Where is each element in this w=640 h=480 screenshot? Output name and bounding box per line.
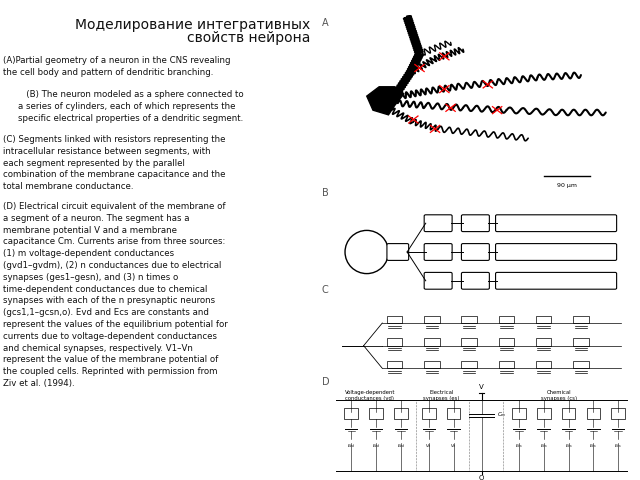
Text: (B) The neuron modeled as a sphere connected to
a series of cylinders, each of w: (B) The neuron modeled as a sphere conne…: [18, 90, 244, 122]
Text: O: O: [479, 475, 484, 480]
Text: Chemical
synapses (cs): Chemical synapses (cs): [541, 390, 577, 401]
FancyBboxPatch shape: [495, 244, 616, 260]
FancyBboxPatch shape: [387, 315, 403, 323]
FancyBboxPatch shape: [512, 408, 525, 420]
FancyBboxPatch shape: [499, 315, 514, 323]
Text: свойств нейрона: свойств нейрона: [187, 31, 310, 45]
Text: $E_{vd}$: $E_{vd}$: [397, 442, 405, 450]
FancyBboxPatch shape: [495, 273, 616, 289]
Text: $E_{vd}$: $E_{vd}$: [347, 442, 356, 450]
FancyBboxPatch shape: [424, 315, 440, 323]
FancyBboxPatch shape: [424, 361, 440, 368]
Text: Voltage-dependent
conductances (vd): Voltage-dependent conductances (vd): [344, 390, 395, 401]
FancyBboxPatch shape: [537, 408, 550, 420]
FancyBboxPatch shape: [424, 273, 452, 289]
Text: $E_{cs}$: $E_{cs}$: [589, 442, 597, 450]
FancyBboxPatch shape: [461, 338, 477, 346]
FancyBboxPatch shape: [369, 408, 383, 420]
FancyBboxPatch shape: [461, 315, 477, 323]
Text: D: D: [322, 377, 330, 387]
FancyBboxPatch shape: [573, 315, 589, 323]
FancyBboxPatch shape: [586, 408, 600, 420]
Text: Моделирование интегративных: Моделирование интегративных: [75, 18, 310, 32]
FancyBboxPatch shape: [499, 338, 514, 346]
FancyBboxPatch shape: [499, 361, 514, 368]
Text: $V_n$: $V_n$: [451, 442, 457, 450]
Polygon shape: [367, 87, 404, 115]
FancyBboxPatch shape: [562, 408, 575, 420]
Text: A: A: [322, 18, 328, 28]
Text: $E_{cs}$: $E_{cs}$: [564, 442, 573, 450]
Text: Electrical
synapses (es): Electrical synapses (es): [423, 390, 460, 401]
FancyBboxPatch shape: [424, 338, 440, 346]
FancyBboxPatch shape: [447, 408, 461, 420]
FancyBboxPatch shape: [461, 273, 490, 289]
Text: $V_n$: $V_n$: [426, 442, 432, 450]
Text: 90 µm: 90 µm: [557, 183, 577, 188]
Text: $E_{vd}$: $E_{vd}$: [372, 442, 380, 450]
FancyBboxPatch shape: [536, 338, 552, 346]
Text: C: C: [322, 285, 329, 295]
FancyBboxPatch shape: [387, 361, 403, 368]
FancyBboxPatch shape: [387, 338, 403, 346]
FancyBboxPatch shape: [611, 408, 625, 420]
FancyBboxPatch shape: [461, 361, 477, 368]
FancyBboxPatch shape: [424, 215, 452, 232]
FancyBboxPatch shape: [424, 244, 452, 260]
FancyBboxPatch shape: [573, 361, 589, 368]
FancyBboxPatch shape: [536, 315, 552, 323]
FancyBboxPatch shape: [573, 338, 589, 346]
Text: B: B: [322, 188, 329, 198]
Text: V: V: [479, 384, 484, 390]
FancyBboxPatch shape: [344, 408, 358, 420]
Text: (C) Segments linked with resistors representing the
intracellular resistance bet: (C) Segments linked with resistors repre…: [3, 135, 225, 191]
FancyBboxPatch shape: [422, 408, 436, 420]
FancyBboxPatch shape: [461, 215, 490, 232]
FancyBboxPatch shape: [495, 215, 616, 232]
FancyBboxPatch shape: [387, 244, 409, 260]
FancyBboxPatch shape: [394, 408, 408, 420]
Text: $C_m$: $C_m$: [497, 410, 506, 420]
Text: $E_{cs}$: $E_{cs}$: [515, 442, 523, 450]
FancyBboxPatch shape: [461, 244, 490, 260]
Text: $E_{cs}$: $E_{cs}$: [614, 442, 622, 450]
Text: $E_{cs}$: $E_{cs}$: [540, 442, 548, 450]
FancyBboxPatch shape: [536, 361, 552, 368]
Text: (D) Electrical circuit equivalent of the membrane of
a segment of a neuron. The : (D) Electrical circuit equivalent of the…: [3, 202, 228, 388]
Text: (A)Partial geometry of a neuron in the CNS revealing
the cell body and pattern o: (A)Partial geometry of a neuron in the C…: [3, 56, 230, 77]
